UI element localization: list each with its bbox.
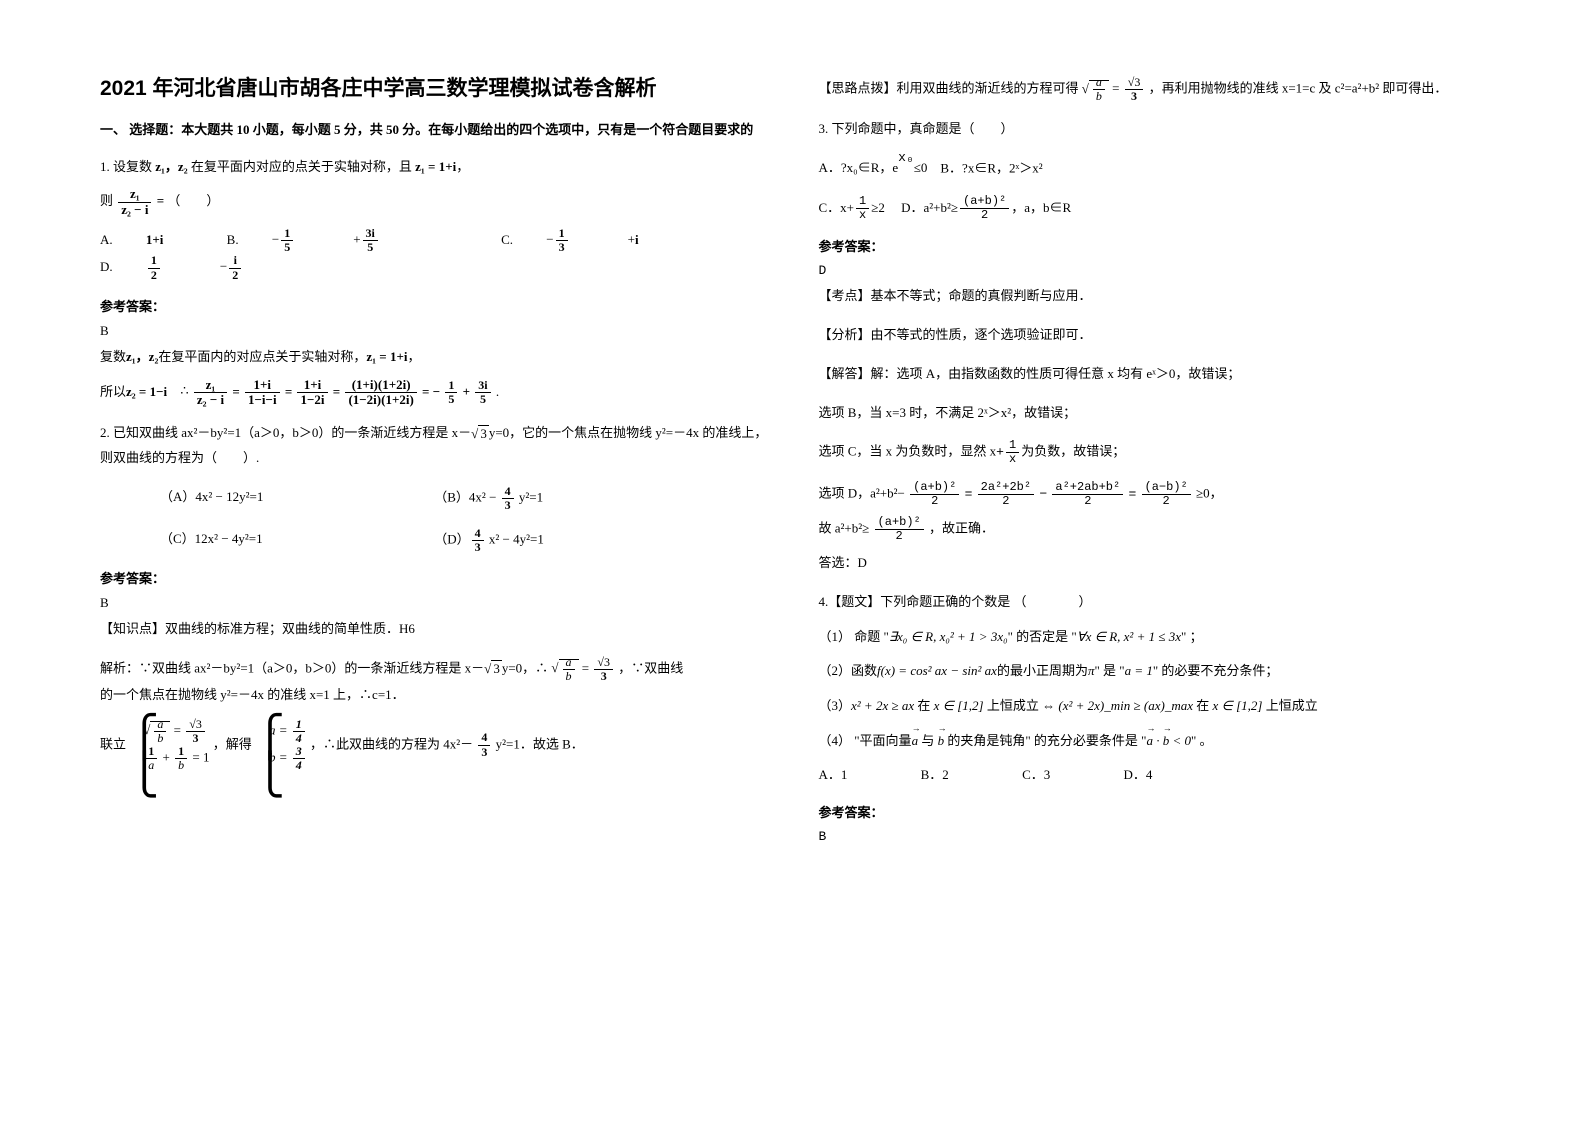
p1-optC: C. −13+i	[501, 227, 698, 254]
p1-solution: 复数z₁，z₂在复平面内的对应点关于实轴对称，z₁ = 1+i， 所以z₂ = …	[100, 345, 769, 407]
p2-solution: 解析：∵双曲线 ax²－by²=1（a＞0，b＞0）的一条渐近线方程是 x－3y…	[100, 656, 769, 773]
p2-tip: 【思路点拨】利用双曲线的渐近线的方程可得 ab = √33 ，再利用抛物线的准线…	[819, 76, 1488, 103]
p3-solve-A: 【解答】解：选项 A，由指数函数的性质可得任意 x 均有 eˣ＞0，故错误；	[819, 362, 1488, 387]
section-1-header: 一、 选择题：本大题共 10 小题，每小题 5 分，共 50 分。在每小题给出的…	[100, 120, 769, 141]
p3-solve-B: 选项 B，当 x=3 时，不满足 2ˣ＞x²，故错误；	[819, 401, 1488, 426]
p1-optA: A. 1+i	[100, 228, 193, 253]
p3-optD: D．a²+b²≥(a+b)²2，a，b∈R	[901, 200, 1071, 215]
p4-optA: A．1	[819, 763, 848, 788]
p3-solve-D: 选项 D，a²+b²− (a+b)²2 = 2a²+2b²2 − a²+2ab+…	[819, 481, 1488, 576]
p3-solve-C: 选项 C，当 x 为负数时，显然 x+1x为负数，故错误；	[819, 439, 1488, 466]
p4-optC: C．3	[1022, 763, 1050, 788]
p1-then: 则	[100, 193, 113, 208]
p2-answer: B	[100, 595, 769, 611]
problem-1: 1. 设复数 z₁，z₂ 在复平面内对应的点关于实轴对称，且 z₁ = 1+i，…	[100, 155, 769, 282]
page-title: 2021 年河北省唐山市胡各庄中学高三数学理模拟试卷含解析	[100, 72, 769, 102]
p2-answer-label: 参考答案：	[100, 568, 769, 587]
problem-2: 2. 已知双曲线 ax²－by²=1（a＞0，b＞0）的一条渐近线方程是 x－3…	[100, 421, 769, 554]
p1-answer-label: 参考答案：	[100, 296, 769, 315]
p4-answer: B	[819, 829, 1488, 844]
p4-optD: D．4	[1123, 763, 1152, 788]
p2-optC: （C）12x² − 4y²=1	[100, 527, 434, 554]
p1-z1eq: z₁ = 1+i	[415, 159, 456, 174]
p1-optB: B. −15+3i5	[227, 227, 468, 254]
p1-answer: B	[100, 323, 769, 339]
problem-4: 4.【题文】下列命题正确的个数是 （ ） （1） 命题 "∃x₀ ∈ R, x₀…	[819, 590, 1488, 788]
p2-optA: （A）4x² − 12y²=1	[100, 485, 434, 512]
p1-stem2: 在复平面内对应的点关于实轴对称，且	[191, 159, 412, 174]
p4-answer-label: 参考答案：	[819, 802, 1488, 821]
p3-analysis: 【分析】由不等式的性质，逐个选项验证即可．	[819, 323, 1488, 348]
p3-optA: A．?x₀∈R，ex₀≤0	[819, 160, 931, 175]
p3-topic: 【考点】基本不等式；命题的真假判断与应用．	[819, 284, 1488, 309]
p2-optB: （B）4x² − 43 y²=1	[434, 485, 768, 512]
p1-z1z2: z₁，z₂	[155, 159, 187, 174]
p3-answer-label: 参考答案：	[819, 236, 1488, 255]
p2-knowledge: 【知识点】双曲线的标准方程；双曲线的简单性质．H6	[100, 617, 769, 642]
p3-optC: C．x+1x≥2	[819, 200, 889, 215]
p1-lhs-frac: z₁ z₂ − i	[118, 187, 151, 217]
p2-optD: （D）43 x² − 4y²=1	[434, 527, 768, 554]
p3-answer: D	[819, 263, 1488, 278]
p4-optB: B．2	[921, 763, 949, 788]
p3-optB: B．?x∈R，2ˣ＞x²	[940, 160, 1042, 175]
p1-stem: 1. 设复数	[100, 159, 152, 174]
p1-blank: （ ）	[167, 193, 219, 208]
problem-3: 3. 下列命题中，真命题是（ ） A．?x₀∈R，ex₀≤0 B．?x∈R，2ˣ…	[819, 117, 1488, 222]
p1-optD: D. 12−i2	[100, 254, 331, 281]
